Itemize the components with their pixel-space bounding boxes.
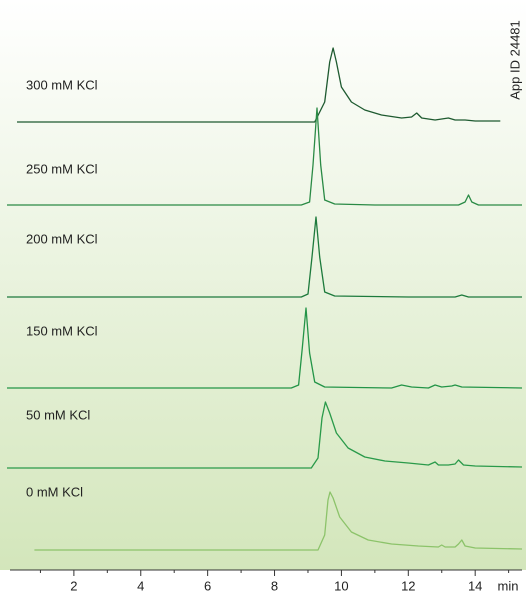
trace-label: 50 mM KCl [26, 407, 90, 422]
x-tick-label: 2 [70, 578, 77, 593]
trace [7, 107, 522, 206]
trace [7, 307, 523, 389]
trace [7, 401, 523, 469]
x-tick-label: 10 [334, 578, 348, 593]
trace-label: 250 mM KCl [26, 161, 98, 176]
trace-label: 300 mM KCl [26, 77, 98, 92]
trace [34, 491, 523, 551]
trace-label: 150 mM KCl [26, 323, 98, 338]
trace-label: 200 mM KCl [26, 231, 98, 246]
background [0, 0, 526, 570]
x-axis-label: min [498, 578, 519, 593]
x-tick-label: 12 [401, 578, 415, 593]
x-tick-label: 4 [137, 578, 144, 593]
trace [7, 216, 522, 298]
annotation: App ID 24481 [507, 20, 522, 100]
x-tick-label: 6 [204, 578, 211, 593]
x-tick-label: 14 [468, 578, 482, 593]
x-tick-label: 8 [271, 578, 278, 593]
trace [17, 47, 501, 123]
trace-label: 0 mM KCl [26, 484, 83, 499]
